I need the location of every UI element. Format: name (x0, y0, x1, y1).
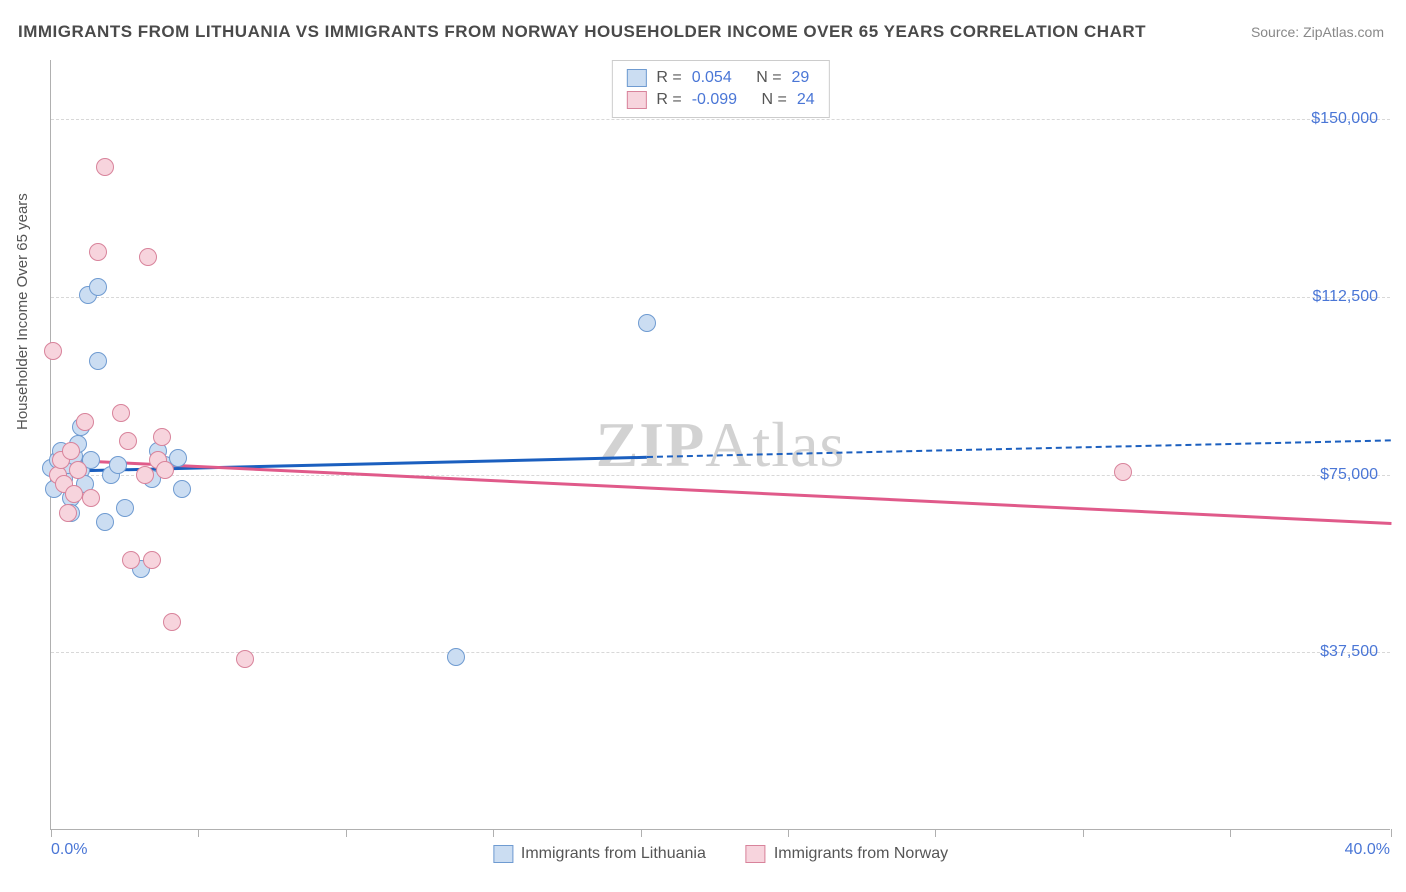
y-tick-label: $112,500 (1312, 288, 1378, 306)
y-axis-label: Householder Income Over 65 years (14, 193, 31, 430)
data-point (112, 404, 130, 422)
x-tick (1083, 829, 1084, 837)
data-point (89, 278, 107, 296)
data-point (96, 513, 114, 531)
watermark: ZIPAtlas (596, 408, 846, 482)
n-value: 24 (797, 89, 815, 111)
r-value: 0.054 (692, 67, 732, 89)
data-point (69, 461, 87, 479)
data-point (1114, 463, 1132, 481)
swatch-norway (626, 91, 646, 109)
data-point (173, 480, 191, 498)
x-tick (1391, 829, 1392, 837)
x-tick (198, 829, 199, 837)
data-point (59, 504, 77, 522)
r-value: -0.099 (692, 89, 737, 111)
x-tick (346, 829, 347, 837)
data-point (122, 551, 140, 569)
legend-item-norway: Immigrants from Norway (746, 845, 948, 863)
data-point (156, 461, 174, 479)
source-attribution: Source: ZipAtlas.com (1251, 24, 1384, 40)
data-point (236, 650, 254, 668)
data-point (89, 243, 107, 261)
data-point (153, 428, 171, 446)
legend-item-lithuania: Immigrants from Lithuania (493, 845, 706, 863)
correlation-legend: R = 0.054 N = 29 R = -0.099 N = 24 (611, 60, 829, 118)
y-tick-label: $150,000 (1311, 110, 1378, 128)
data-point (143, 551, 161, 569)
x-min-label: 0.0% (51, 841, 87, 859)
x-tick (935, 829, 936, 837)
series-legend: Immigrants from Lithuania Immigrants fro… (493, 845, 948, 863)
source-link[interactable]: ZipAtlas.com (1303, 24, 1384, 40)
swatch-lithuania (493, 845, 513, 863)
data-point (139, 248, 157, 266)
y-tick-label: $37,500 (1320, 643, 1378, 661)
data-point (163, 613, 181, 631)
n-value: 29 (792, 67, 810, 89)
gridline (51, 119, 1390, 120)
chart-title: IMMIGRANTS FROM LITHUANIA VS IMMIGRANTS … (18, 22, 1146, 42)
legend-row-norway: R = -0.099 N = 24 (626, 89, 814, 111)
chart-plot-area: ZIPAtlas R = 0.054 N = 29 R = -0.099 N =… (50, 60, 1390, 830)
x-max-label: 40.0% (1345, 841, 1390, 859)
data-point (65, 485, 83, 503)
data-point (136, 466, 154, 484)
data-point (82, 489, 100, 507)
data-point (96, 158, 114, 176)
gridline (51, 297, 1390, 298)
swatch-lithuania (626, 69, 646, 87)
x-tick (641, 829, 642, 837)
swatch-norway (746, 845, 766, 863)
gridline (51, 475, 1390, 476)
data-point (116, 499, 134, 517)
data-point (638, 314, 656, 332)
data-point (89, 352, 107, 370)
data-point (76, 413, 94, 431)
data-point (62, 442, 80, 460)
data-point (44, 342, 62, 360)
data-point (109, 456, 127, 474)
data-point (447, 648, 465, 666)
y-tick-label: $75,000 (1320, 466, 1378, 484)
data-point (119, 432, 137, 450)
x-tick (1230, 829, 1231, 837)
x-tick (51, 829, 52, 837)
x-tick (493, 829, 494, 837)
legend-row-lithuania: R = 0.054 N = 29 (626, 67, 814, 89)
x-tick (788, 829, 789, 837)
